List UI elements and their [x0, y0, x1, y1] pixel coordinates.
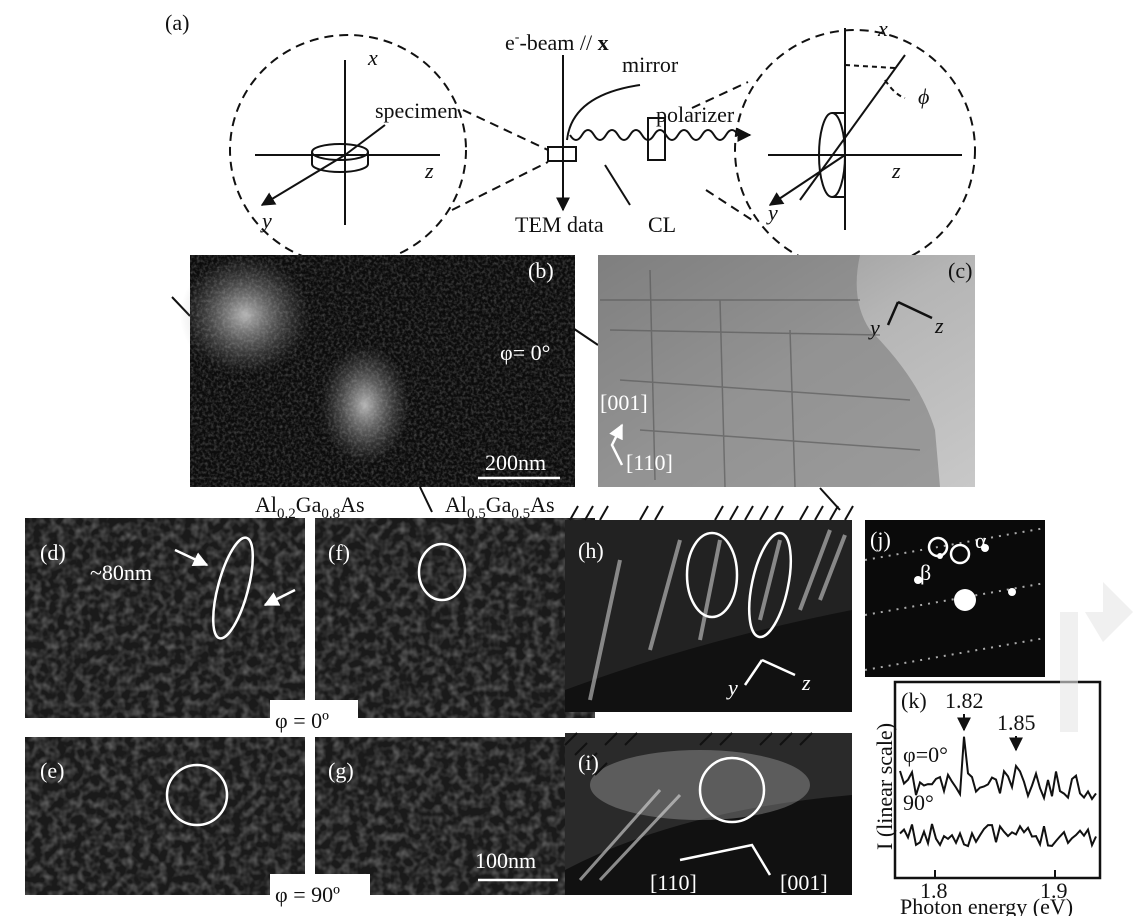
axis-label: x [367, 45, 378, 70]
element: Ga [296, 492, 322, 517]
panel-label: (d) [40, 540, 66, 565]
element: Ga [486, 492, 512, 517]
panel-label: (h) [578, 538, 604, 563]
panel-h: (h) y z [565, 506, 853, 712]
axis-label: y [260, 208, 272, 233]
label: e--beam // x [505, 30, 609, 55]
angle-label: ϕ [918, 84, 929, 109]
peak-label: 1.82 [945, 688, 984, 713]
trace-label: φ=0° [903, 742, 948, 767]
emission [180, 255, 310, 375]
pointer [605, 165, 630, 205]
axis-label: x [877, 16, 888, 41]
direction-label: [001] [780, 870, 828, 895]
panel-label: (i) [578, 750, 599, 775]
label: TEM data [515, 212, 604, 237]
pointer [345, 125, 385, 155]
panel-label: (c) [948, 258, 972, 283]
trace-label: 90° [903, 790, 934, 815]
axis-label: z [934, 313, 944, 338]
panel-label: (a) [165, 10, 189, 35]
label: mirror [622, 52, 679, 77]
axis-label: z [424, 158, 434, 183]
angle-label: φ = 90º [275, 882, 340, 907]
layer-label: Al0.5Ga0.5As [445, 492, 555, 522]
spot-label: α [975, 528, 987, 553]
panel-i: (i) [110] [001] [565, 733, 852, 895]
panel-label: (e) [40, 758, 64, 783]
peak-label: 1.85 [997, 710, 1036, 735]
axis-label: y [726, 675, 738, 700]
hatching [570, 506, 853, 520]
emission [320, 345, 410, 465]
x-axis-label: Photon energy (eV) [900, 894, 1073, 916]
element: As [530, 492, 554, 517]
polarization [800, 55, 905, 200]
panel-label: (g) [328, 758, 354, 783]
panel-label: (f) [328, 540, 350, 565]
direction-label: [110] [650, 870, 697, 895]
panel-c: (c) y z [001] [110] [598, 255, 975, 487]
panel-label: (j) [870, 527, 891, 552]
spot [954, 589, 976, 611]
figure: (a) x z y specimen e--beam // x mirror p… [0, 0, 1136, 916]
panel-label: (k) [901, 688, 927, 713]
light [570, 130, 738, 140]
axis-label: y [766, 200, 778, 225]
text: x [598, 30, 609, 55]
axis-label: z [891, 158, 901, 183]
y-axis-label: I (linear scale) [872, 723, 897, 850]
layer-label: Al0.2Ga0.8As [255, 492, 365, 522]
element: Al [255, 492, 277, 517]
label: specimen [375, 98, 458, 123]
panel-label: (b) [528, 258, 554, 283]
element: As [340, 492, 364, 517]
panel-b: (b) φ= 0° 200nm [180, 255, 575, 487]
panels-d-g: (d) ~80nm (f) (e) (g) φ = 0º φ = 90º 100… [25, 518, 595, 910]
text: -beam // [519, 30, 597, 55]
angle-label: φ= 0° [500, 340, 550, 365]
panel-a: (a) x z y specimen e--beam // x mirror p… [165, 10, 975, 270]
spot [1008, 588, 1016, 596]
direction-label: [110] [626, 450, 673, 475]
mirror [567, 85, 640, 140]
scale-label: 100nm [475, 848, 536, 873]
angle-label: φ = 0º [275, 708, 329, 733]
element: Al [445, 492, 467, 517]
axis-label: z [801, 670, 811, 695]
panel-j: (j) α β [865, 520, 1045, 677]
label: polarizer [656, 102, 735, 127]
angle [845, 65, 905, 98]
size-label: ~80nm [90, 560, 152, 585]
axis [262, 155, 345, 205]
label: CL [648, 212, 676, 237]
axis-label: y [868, 315, 880, 340]
spot-label: β [920, 560, 931, 585]
scale-label: 200nm [485, 450, 546, 475]
text: e [505, 30, 515, 55]
direction-label: [001] [600, 390, 648, 415]
